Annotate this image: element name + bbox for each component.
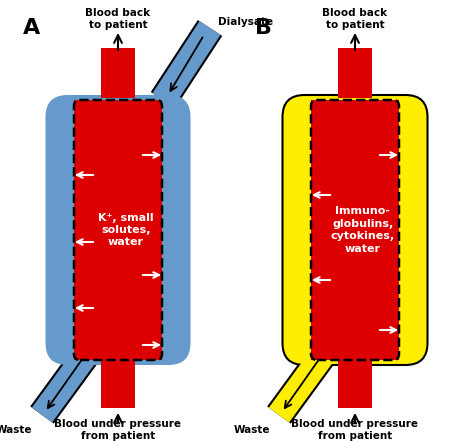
Bar (338, 48, 372, 98)
Bar (101, 360, 135, 408)
Text: Immuno-
globulins,
cytokines,
water: Immuno- globulins, cytokines, water (331, 206, 395, 254)
Text: Dialysate: Dialysate (218, 17, 273, 27)
Bar (338, 360, 372, 408)
Text: Blood back
to patient: Blood back to patient (322, 8, 388, 30)
FancyBboxPatch shape (283, 95, 428, 365)
Text: K⁺, small
solutes,
water: K⁺, small solutes, water (98, 213, 154, 247)
FancyBboxPatch shape (46, 95, 191, 365)
Text: Waste: Waste (234, 425, 270, 435)
Text: Blood under pressure
from patient: Blood under pressure from patient (292, 419, 419, 441)
Text: A: A (23, 18, 41, 38)
Bar (311, 100, 399, 360)
Text: Blood back
to patient: Blood back to patient (85, 8, 151, 30)
Text: Waste: Waste (0, 425, 32, 435)
Text: B: B (255, 18, 273, 38)
Bar (101, 48, 135, 98)
Text: Blood under pressure
from patient: Blood under pressure from patient (55, 419, 182, 441)
Bar (74, 100, 162, 360)
